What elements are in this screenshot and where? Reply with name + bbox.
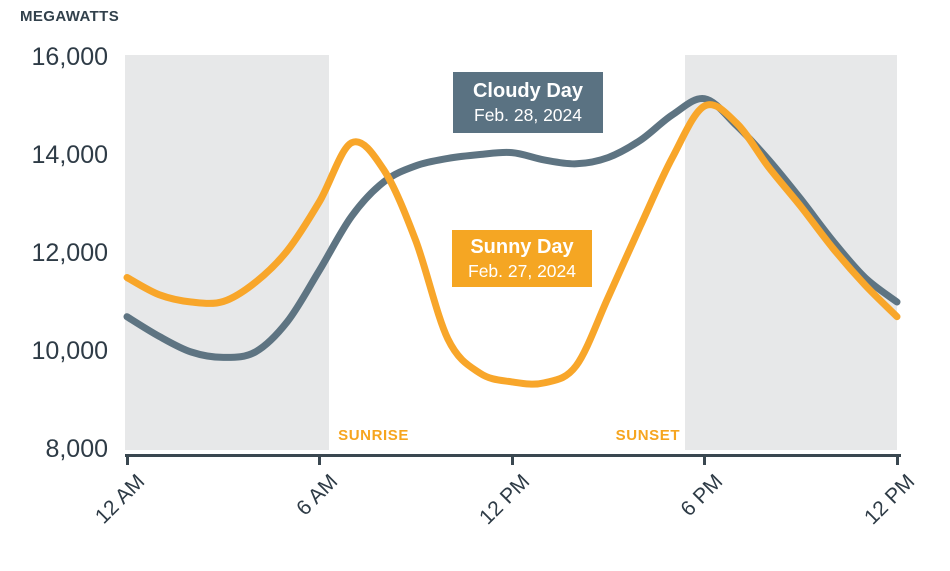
y-axis-label: 12,000 bbox=[31, 239, 108, 267]
sunny-day-legend-date: Feb. 27, 2024 bbox=[468, 261, 576, 281]
x-axis-tick bbox=[895, 455, 899, 465]
night-band-after-sunset bbox=[684, 55, 897, 450]
y-axis-label: 16,000 bbox=[31, 43, 108, 71]
sunny-day-line bbox=[123, 101, 901, 388]
sunrise-label: SUNRISE bbox=[338, 427, 409, 444]
y-axis-title: MEGAWATTS bbox=[20, 8, 120, 25]
sunny-day-legend-title: Sunny Day bbox=[470, 236, 574, 258]
x-axis-tick bbox=[510, 455, 514, 465]
cloudy-day-legend-title: Cloudy Day bbox=[472, 80, 584, 102]
y-axis-label: 14,000 bbox=[31, 141, 108, 169]
cloudy-day-legend-box: Cloudy Day Feb. 28, 2024 bbox=[453, 72, 603, 133]
y-axis-label: 10,000 bbox=[31, 337, 108, 365]
night-band-before-sunrise bbox=[125, 55, 330, 450]
sunset-label: SUNSET bbox=[615, 427, 681, 444]
x-axis-tick bbox=[125, 455, 129, 465]
cloudy-day-line bbox=[123, 95, 901, 361]
y-axis-label: 8,000 bbox=[45, 435, 108, 463]
x-axis-tick bbox=[318, 455, 321, 465]
x-axis-tick bbox=[703, 455, 706, 465]
cloudy-day-legend-date: Feb. 28, 2024 bbox=[474, 105, 582, 125]
sunny-day-legend-box: Sunny Day Feb. 27, 2024 bbox=[452, 230, 592, 287]
